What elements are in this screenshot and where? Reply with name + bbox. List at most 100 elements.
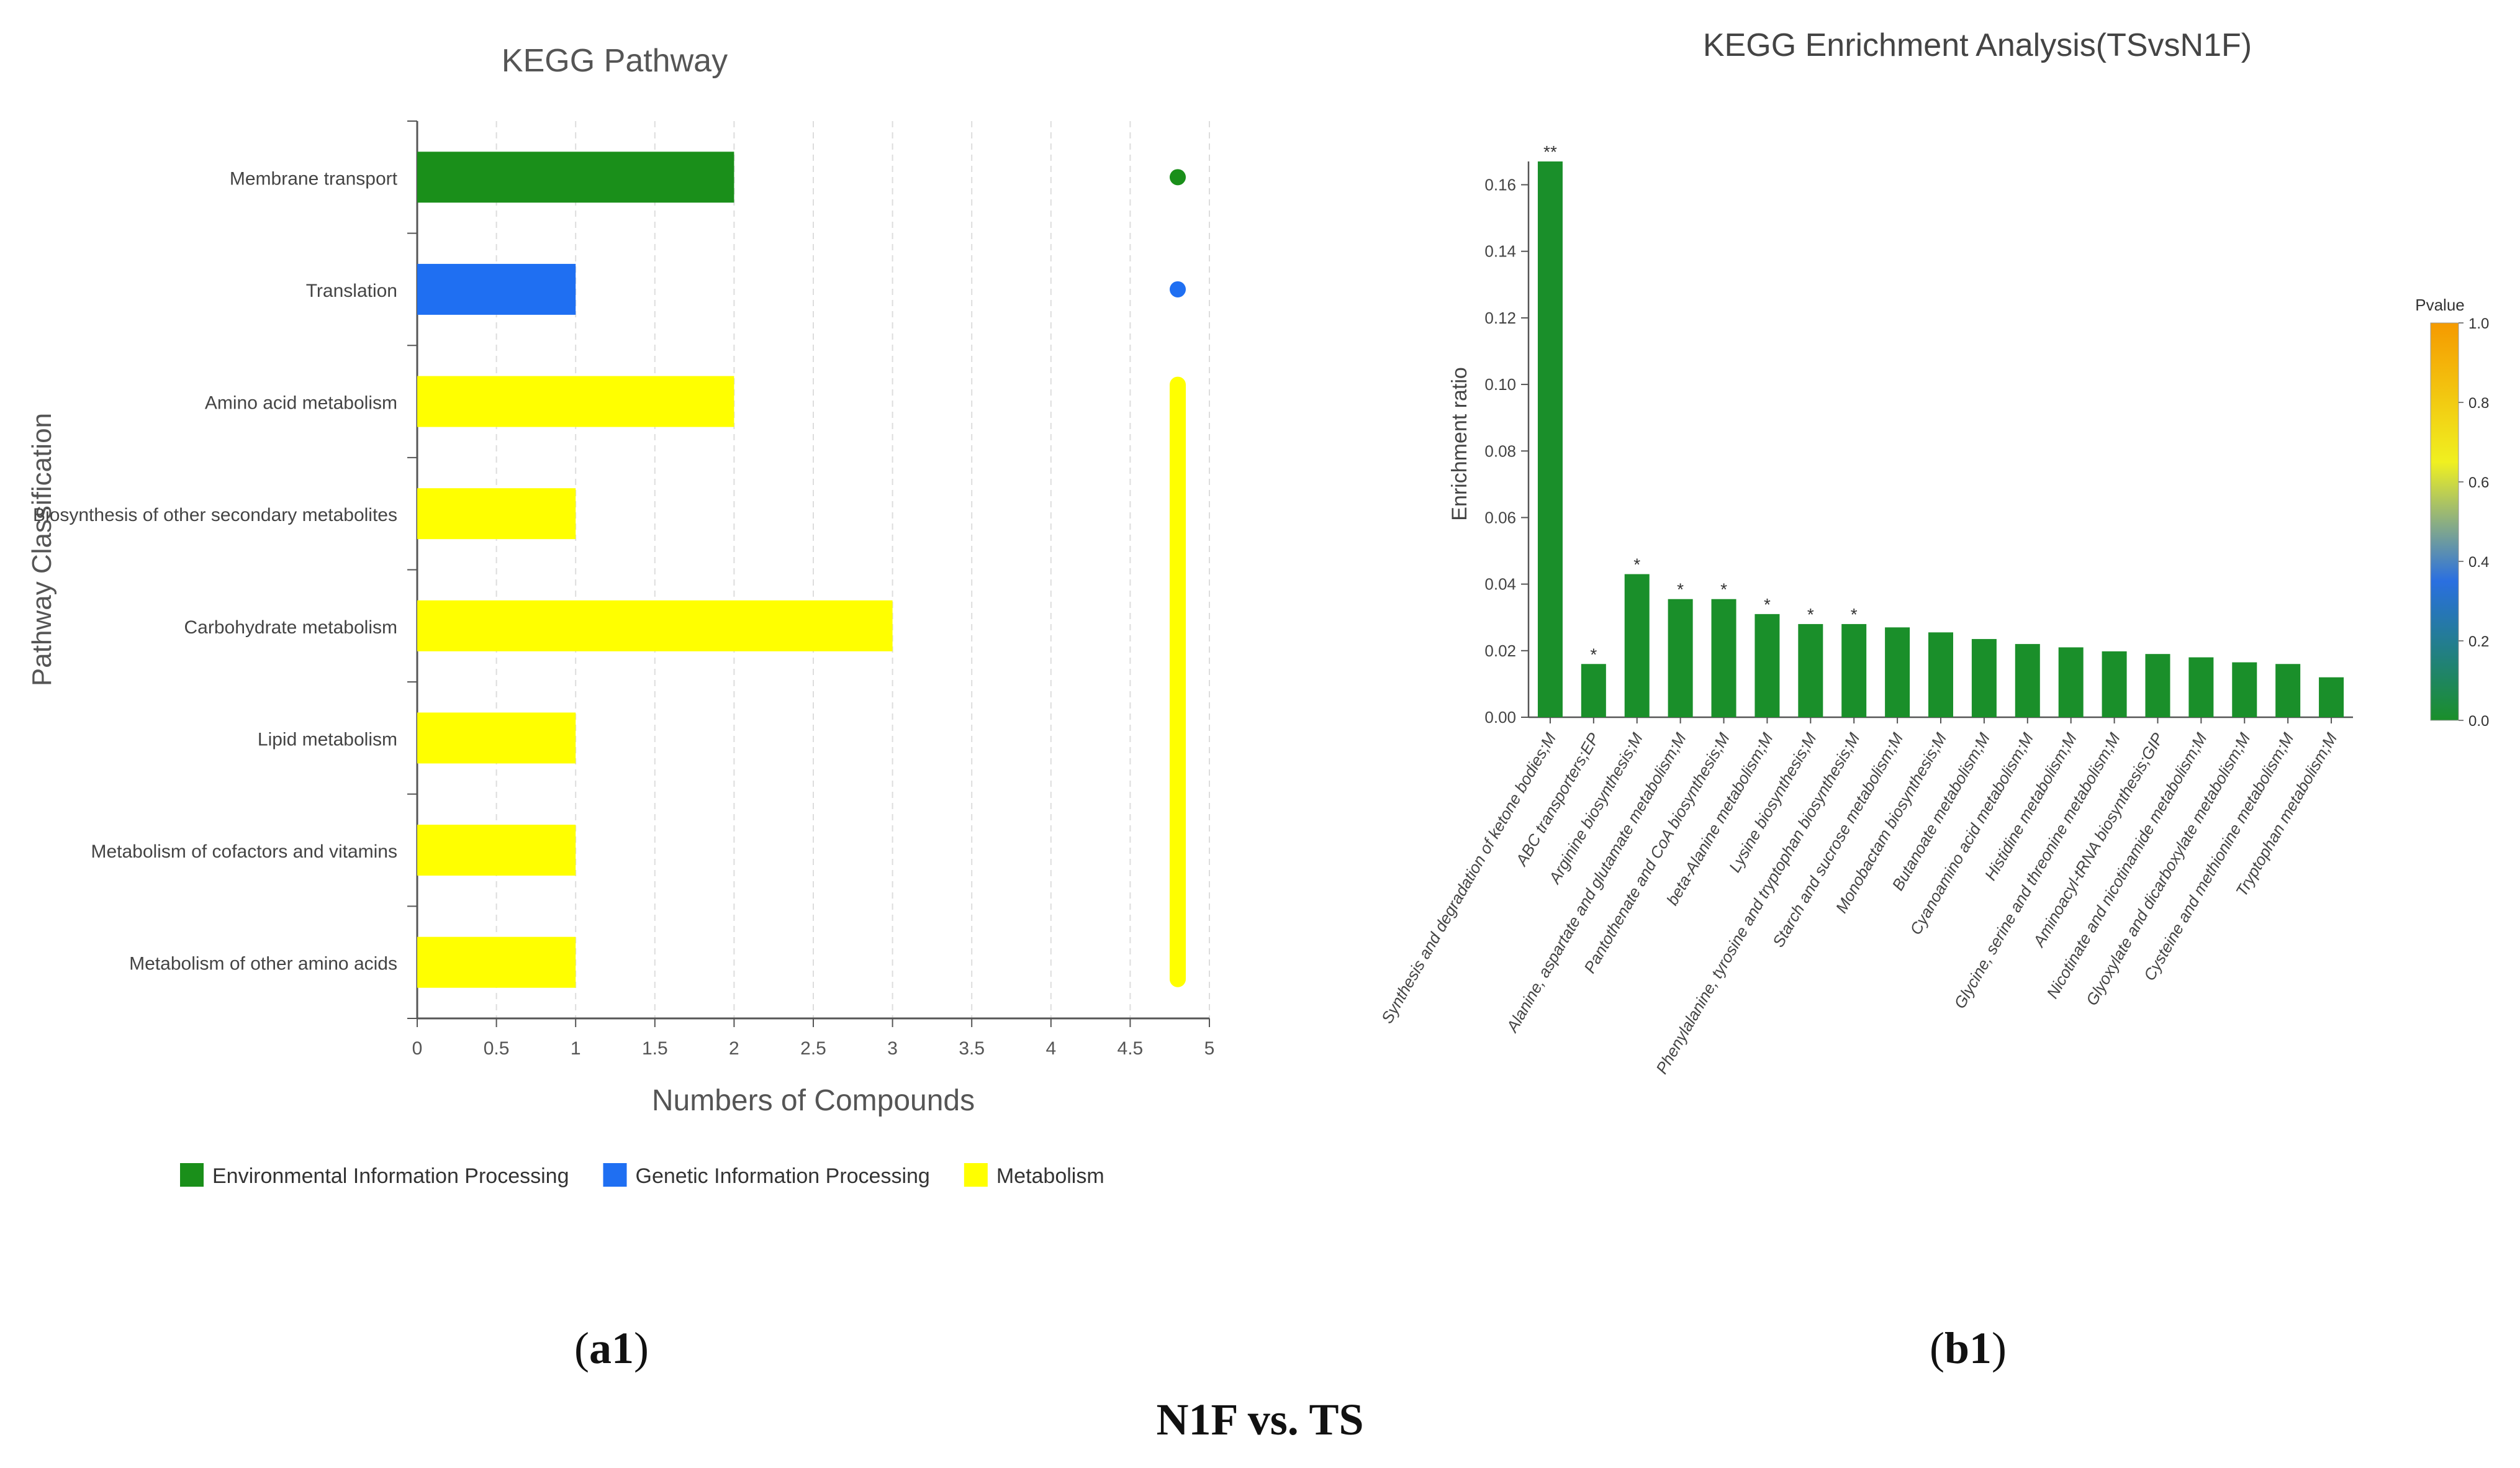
chart-b-y-tick-label: 0.04 — [1484, 575, 1516, 594]
chart-a-title: KEGG Pathway — [502, 43, 728, 79]
chart-a-x-tick-label: 2.5 — [800, 1038, 826, 1059]
chart-b-bar — [2232, 662, 2257, 717]
chart-b-y-tick-label: 0.02 — [1484, 641, 1516, 660]
chart-a-category-label: Metabolism of cofactors and vitamins — [91, 841, 397, 862]
chart-b-y-tick-label: 0.06 — [1484, 508, 1516, 527]
colorbar-title: Pvalue — [2415, 296, 2465, 314]
chart-b-y-tick-label: 0.10 — [1484, 375, 1516, 394]
chart-a-legend-label: Genetic Information Processing — [636, 1164, 930, 1188]
caption-b1-open: ( — [1930, 1323, 1944, 1373]
chart-a-category-label: Membrane transport — [230, 168, 398, 189]
chart-a-bars — [417, 152, 893, 988]
chart-a-axes — [407, 120, 1210, 1027]
chart-b-title: KEGG Enrichment Analysis(TSvsN1F) — [1703, 27, 2252, 63]
chart-a-x-tick-label: 2 — [729, 1038, 739, 1059]
chart-a-legend-swatch — [603, 1163, 627, 1187]
chart-b-y-tick-label: 0.00 — [1484, 708, 1516, 727]
colorbar-tick-label: 0.4 — [2468, 554, 2489, 571]
chart-a-category-label: Translation — [306, 281, 397, 301]
chart-b-bar — [1885, 627, 1910, 717]
colorbar-tick-label: 0.0 — [2468, 713, 2489, 730]
chart-a-group-bar — [1170, 376, 1186, 987]
chart-b-bar — [2319, 677, 2344, 717]
colorbar-tick-label: 0.6 — [2468, 474, 2489, 491]
caption-a1-label: a1 — [589, 1323, 634, 1373]
chart-a-x-tick-label: 0.5 — [484, 1038, 510, 1059]
caption-main: N1F vs. TS — [0, 1394, 2520, 1446]
chart-b-significance-marks: ***** *** * — [1543, 142, 1858, 664]
chart-b-bar — [2145, 654, 2170, 717]
chart-b-significance-mark: * — [1851, 605, 1858, 624]
chart-a-group-dot — [1170, 169, 1186, 186]
chart-b-bar — [1711, 599, 1736, 717]
chart-b-bar — [2188, 657, 2214, 717]
chart-b-bar — [1841, 623, 1867, 717]
caption-a1: (a1) — [574, 1323, 649, 1374]
chart-a-x-tick-label: 3.5 — [959, 1038, 985, 1059]
chart-b-significance-mark: * — [1720, 580, 1727, 599]
chart-a-category-label: Metabolism of other amino acids — [129, 954, 397, 974]
chart-a-legend: Environmental Information Processing Gene… — [180, 1163, 1104, 1188]
chart-a-category-labels: Membrane transport Translation Amino acid … — [33, 168, 398, 974]
chart-a-bar — [417, 152, 734, 203]
chart-b-y-tick-label: 0.14 — [1484, 242, 1516, 261]
chart-b-y-tick-labels: 0.00 0.02 0.04 0.06 0.08 0.10 0.12 0.14 0.16 — [1484, 176, 1516, 727]
chart-a-x-tick-label: 1.5 — [642, 1038, 668, 1059]
chart-b-category-label: Glyoxylate and dicarboxylate metabolism;… — [2082, 730, 2254, 1009]
chart-b-bar — [1624, 574, 1650, 717]
chart-a-xlabel: Numbers of Compounds — [652, 1084, 975, 1117]
colorbar-tick-label: 0.2 — [2468, 633, 2489, 650]
chart-b-ylabel: Enrichment ratio — [1448, 367, 1471, 521]
chart-a-category-label: Biosynthesis of other secondary metaboli… — [33, 505, 397, 525]
chart-b-bar — [1971, 639, 1997, 717]
chart-b-significance-mark: * — [1807, 605, 1814, 624]
chart-b-significance-mark: * — [1677, 580, 1684, 599]
chart-a-category-label: Lipid metabolism — [258, 729, 397, 750]
chart-b-bar — [1928, 632, 1953, 717]
chart-a-group-dot — [1170, 281, 1186, 297]
chart-a-x-tick-label: 0 — [412, 1038, 423, 1059]
chart-a-x-tick-labels: 0 0.5 1 1.5 2 2.5 3 3.5 4 4.5 5 — [412, 1038, 1215, 1059]
chart-a-bar — [417, 936, 576, 988]
caption-a1-close: ) — [633, 1323, 649, 1373]
pvalue-colorbar: Pvalue 0.0 0.2 0.4 0.6 0.8 1.0 — [2415, 296, 2489, 730]
chart-b-y-tick-label: 0.12 — [1484, 309, 1516, 327]
chart-a-legend-label: Environmental Information Processing — [212, 1164, 569, 1188]
chart-b-bar — [2058, 647, 2084, 717]
chart-b-category-label: Nicotinate and nicotinamide metabolism;M — [2043, 730, 2210, 1002]
chart-a-legend-label: Metabolism — [996, 1164, 1104, 1188]
colorbar-tick-label: 0.8 — [2468, 395, 2489, 412]
chart-a-group-indicators — [1170, 169, 1186, 987]
chart-b-y-tick-label: 0.16 — [1484, 176, 1516, 194]
chart-a-x-tick-label: 4.5 — [1118, 1038, 1144, 1059]
chart-a-bar — [417, 376, 734, 427]
chart-a-category-label: Carbohydrate metabolism — [184, 617, 398, 638]
chart-a-x-tick-label: 5 — [1204, 1038, 1215, 1059]
chart-b-y-tick-label: 0.08 — [1484, 442, 1516, 460]
colorbar-tick-label: 1.0 — [2468, 315, 2489, 332]
chart-a-x-tick-label: 3 — [887, 1038, 898, 1059]
chart-a-bar — [417, 263, 576, 315]
chart-b-category-labels: Synthesis and degradation of ketone bodi… — [1378, 729, 2341, 1077]
chart-a-x-tick-label: 1 — [571, 1038, 581, 1059]
chart-a-x-tick-label: 4 — [1045, 1038, 1056, 1059]
caption-b1: (b1) — [1930, 1323, 2007, 1374]
chart-a-legend-swatch — [964, 1163, 988, 1187]
chart-a-grid — [495, 121, 1210, 1018]
chart-b-bar — [2015, 644, 2040, 717]
chart-b-category-label: Phenylalanine, tyrosine and tryptophan b… — [1652, 730, 1864, 1077]
chart-a-category-label: Amino acid metabolism — [205, 393, 397, 414]
colorbar-gradient — [2430, 322, 2459, 721]
chart-a-bar — [417, 600, 893, 651]
caption-main-label: N1F vs. TS — [1156, 1395, 1364, 1444]
chart-b-bar — [1755, 614, 1780, 717]
chart-b-category-label: Glycine, serine and threonine metabolism… — [1950, 730, 2124, 1012]
caption-b1-close: ) — [1992, 1323, 2007, 1373]
chart-b-significance-mark: ** — [1543, 142, 1557, 161]
caption-b1-label: b1 — [1944, 1323, 1992, 1373]
chart-b-bars — [1537, 161, 2344, 717]
chart-a-bar — [417, 712, 576, 764]
chart-a-ylabel: Pathway Classification — [27, 413, 57, 686]
chart-b-significance-mark: * — [1590, 645, 1597, 664]
